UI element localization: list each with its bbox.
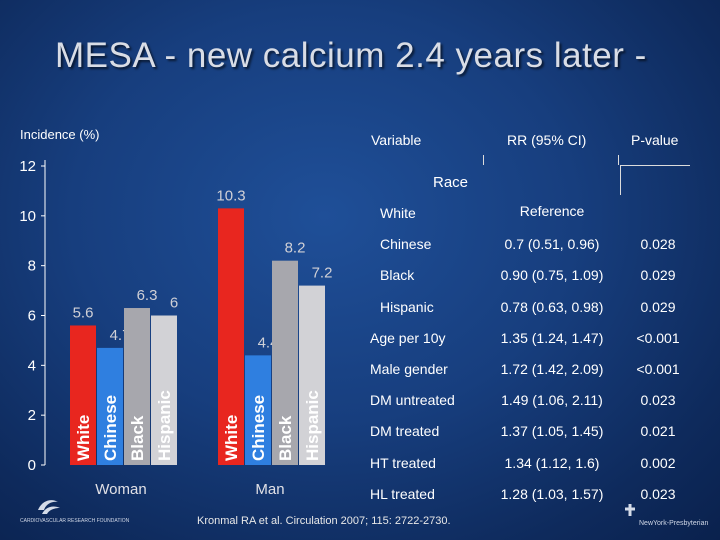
bar-woman-hispanic <box>151 315 177 465</box>
table-row-p-value: 0.029 <box>640 298 676 315</box>
crf-logo-icon <box>38 500 60 514</box>
value-label: 6 <box>170 295 178 312</box>
value-label: 10.3 <box>216 187 245 204</box>
value-label: 7.2 <box>312 265 333 282</box>
table-row-rr: 1.28 (1.03, 1.57) <box>500 485 604 502</box>
table-row-variable: HT treated <box>370 454 436 471</box>
table-row-p-value: <0.001 <box>636 361 680 377</box>
table-divider <box>620 165 621 195</box>
bar-woman-chinese <box>97 347 123 465</box>
bar-man-chinese <box>245 355 271 465</box>
series-label-white: White <box>74 415 93 461</box>
slide-title: MESA - new calcium 2.4 years later - <box>55 36 647 75</box>
table-row-variable: HL treated <box>370 485 435 502</box>
header-rr: RR (95% CI) <box>507 132 587 148</box>
y-axis-label: Incidence (%) <box>20 127 100 142</box>
y-tick-label: 0 <box>28 457 36 474</box>
table-row-p-value: 0.002 <box>640 454 676 471</box>
y-tick-label: 12 <box>19 158 36 175</box>
y-tick-label: 8 <box>28 258 36 275</box>
y-tick-label: 4 <box>28 357 36 374</box>
nyp-logo-text: NewYork-Presbyterian <box>639 520 709 527</box>
table-row-p-value: 0.023 <box>640 485 676 502</box>
crf-logo: CARDIOVASCULAR RESEARCH FOUNDATION <box>20 496 129 536</box>
bar-woman-white <box>70 325 96 465</box>
header-p-value: P-value <box>631 132 679 148</box>
table-row-p-value: 0.029 <box>640 267 676 284</box>
table-divider <box>620 165 690 166</box>
header-variable: Variable <box>371 132 422 148</box>
table-row-rr: 0.90 (0.75, 1.09) <box>500 267 604 284</box>
bar-man-hispanic <box>299 285 325 465</box>
table-row-rr: Reference <box>519 203 585 219</box>
value-label: 8.2 <box>285 240 306 257</box>
table-row-variable: White <box>380 205 416 221</box>
bar-woman-black <box>124 308 150 465</box>
table-row-p-value: 0.028 <box>640 236 676 253</box>
table-row-p-value: 0.023 <box>640 392 676 409</box>
table-divider <box>618 155 619 165</box>
table-row-rr: 0.7 (0.51, 0.96) <box>504 236 600 253</box>
table-row-rr: 0.78 (0.63, 0.98) <box>500 298 604 315</box>
table-row-rr: 1.72 (1.42, 2.09) <box>500 361 604 377</box>
table-row-rr: 1.35 (1.24, 1.47) <box>500 329 604 346</box>
series-label-chinese: Chinese <box>249 395 268 461</box>
table-row-p-value: 0.021 <box>640 423 676 440</box>
table-row-variable: DM treated <box>370 423 440 440</box>
table-row-variable: Male gender <box>370 361 448 377</box>
table-row-variable: Black <box>380 267 415 284</box>
series-label-white: White <box>222 415 241 461</box>
bar-man-white <box>218 208 244 465</box>
series-label-black: Black <box>128 415 147 461</box>
table-row-rr: 1.37 (1.05, 1.45) <box>500 423 604 440</box>
incidence-bar-chart: 0246810125.6White4.7Chinese6.3Black6Hisp… <box>19 158 333 498</box>
y-tick-label: 10 <box>19 208 36 225</box>
value-label: 5.6 <box>73 304 94 321</box>
table-row-p-value: <0.001 <box>636 329 680 346</box>
nyp-cross-icon <box>625 504 635 516</box>
table-row-variable: DM untreated <box>370 392 455 409</box>
table-row-rr: 1.49 (1.06, 2.11) <box>501 392 603 409</box>
table-row-variable: Hispanic <box>380 298 434 315</box>
series-label-black: Black <box>276 415 295 461</box>
table-row-variable: Chinese <box>380 236 432 253</box>
series-label-hispanic: Hispanic <box>155 390 174 461</box>
bar-man-black <box>272 260 298 465</box>
section-race: Race <box>433 174 469 191</box>
series-label-chinese: Chinese <box>101 395 120 461</box>
y-tick-label: 6 <box>28 308 36 325</box>
group-label-man: Man <box>255 481 284 498</box>
group-label-woman: Woman <box>95 481 146 498</box>
table-row-rr: 1.34 (1.12, 1.6) <box>504 454 600 471</box>
nyp-logo: NewYork-Presbyterian <box>625 498 715 538</box>
table-row-variable: Age per 10y <box>370 329 446 346</box>
y-tick-label: 2 <box>28 407 36 424</box>
citation: Kronmal RA et al. Circulation 2007; 115:… <box>197 515 451 527</box>
crf-logo-text: CARDIOVASCULAR RESEARCH FOUNDATION <box>20 518 130 524</box>
series-label-hispanic: Hispanic <box>303 390 322 461</box>
value-label: 6.3 <box>137 287 158 304</box>
table-divider <box>483 155 484 165</box>
